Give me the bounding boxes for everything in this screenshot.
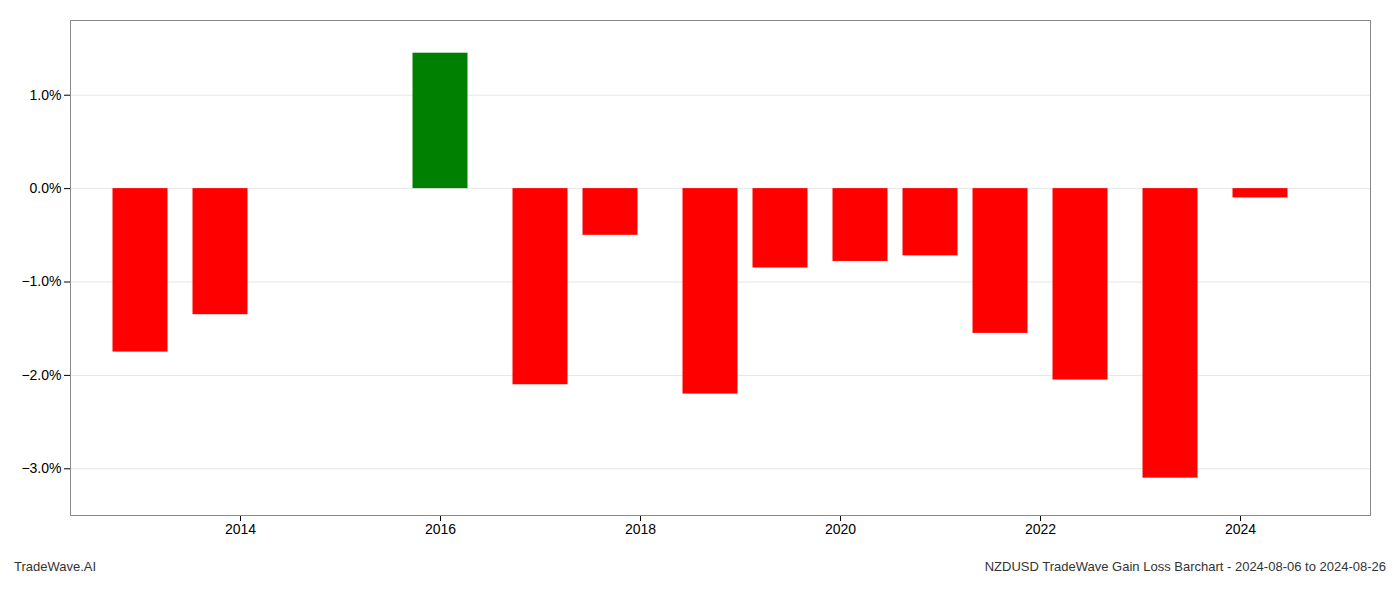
svg-text:1.0%: 1.0% [30, 87, 62, 103]
svg-text:2016: 2016 [425, 521, 456, 537]
svg-text:2022: 2022 [1025, 521, 1056, 537]
html-text:NZDUSD TradeWave Gain Loss Bar: NZDUSD TradeWave Gain Loss Barchart - 20… [984, 559, 1386, 574]
svg-text:2018: 2018 [625, 521, 656, 537]
svg-text:−2.0%: −2.0% [21, 367, 61, 383]
svg-text:−1.0%: −1.0% [21, 273, 61, 289]
svg-text:2024: 2024 [1225, 521, 1256, 537]
svg-text:2014: 2014 [225, 521, 256, 537]
svg-text:0.0%: 0.0% [30, 180, 62, 196]
svg-text:−3.0%: −3.0% [21, 460, 61, 476]
html-text:TradeWave.AI: TradeWave.AI [14, 559, 97, 574]
svg-text:2020: 2020 [825, 521, 856, 537]
